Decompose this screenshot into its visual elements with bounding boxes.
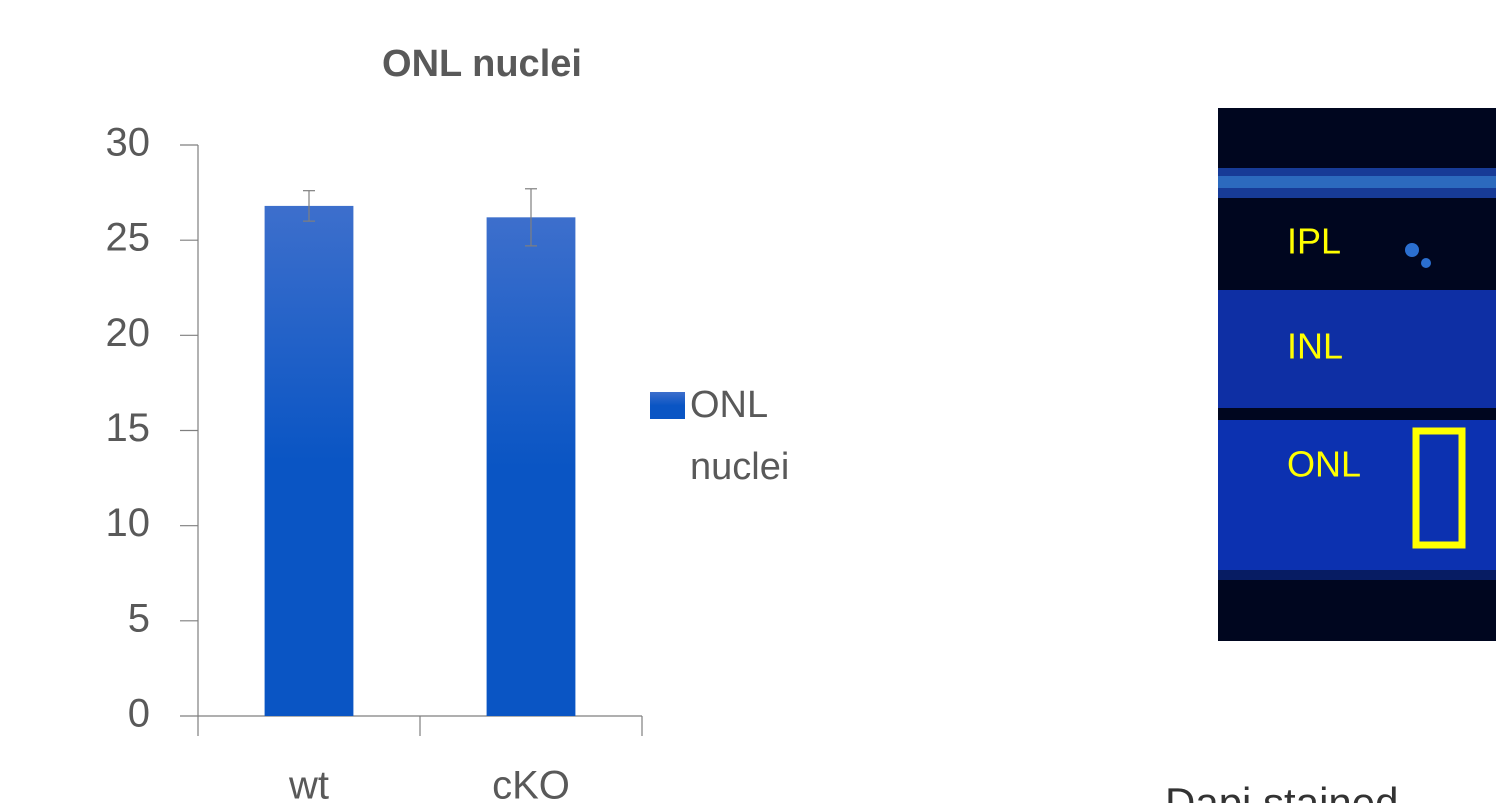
y-tick-label: 0 [128,692,150,736]
x-tick-label: cKO [492,764,570,803]
legend-swatch [650,392,685,419]
layer-label: ONL [1287,444,1361,485]
y-tick-label: 15 [106,406,151,450]
y-tick-label: 10 [106,501,151,545]
bar [486,217,576,716]
legend-label: ONL nuclei [690,384,790,488]
error-bar [525,188,537,247]
layer-label: INL [1287,326,1343,367]
y-tick-label: 20 [106,311,151,355]
y-tick-label: 5 [128,596,150,640]
bar [264,205,354,716]
image-caption: Dapi stained [1165,779,1398,803]
y-tick-label: 30 [106,121,151,165]
error-bar [303,190,315,222]
micrograph [1218,108,1496,641]
layer-label: IPL [1287,221,1341,262]
chart-title: ONL nuclei [382,43,582,85]
x-tick-label: wt [288,764,329,803]
y-tick-label: 25 [106,216,151,260]
